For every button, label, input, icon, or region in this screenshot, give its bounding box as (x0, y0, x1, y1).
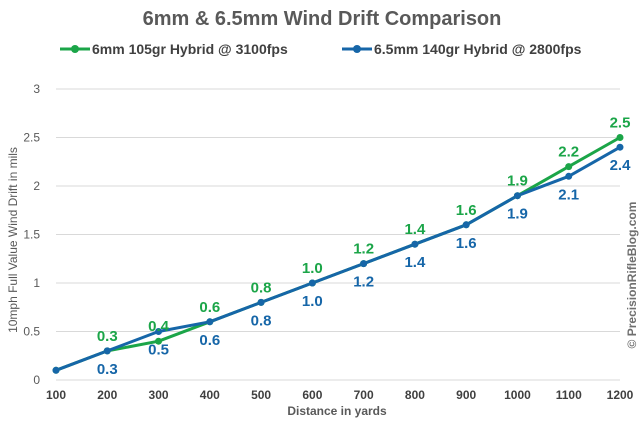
legend: 6mm 105gr Hybrid @ 3100fps 6.5mm 140gr H… (60, 41, 582, 57)
data-labels: 0.3 0.4 0.6 0.8 1.0 1.2 1.4 1.6 1.9 2.2 2.5 0.3 0.5 0… (97, 115, 631, 378)
x-tick-label: 200 (97, 388, 117, 402)
data-label: 2.1 (558, 186, 579, 203)
data-label: 1.2 (353, 241, 374, 258)
legend-label-6mm: 6mm 105gr Hybrid @ 3100fps (92, 41, 288, 57)
data-label: 0.3 (97, 361, 118, 378)
y-axis-title: 10mph Full Value Wind Drift in mils (6, 147, 20, 333)
data-label: 0.8 (251, 312, 272, 329)
x-tick-label: 100 (46, 388, 66, 402)
series-points (52, 134, 624, 374)
data-label: 1.4 (404, 221, 426, 238)
y-tick-label: 1.5 (23, 228, 40, 242)
data-point (206, 318, 214, 326)
legend-marker-6-5mm (353, 45, 361, 53)
watermark-text: © PrecisionRifleBlog.com (625, 202, 639, 349)
y-tick-label: 0.5 (23, 325, 40, 339)
data-label: 0.6 (199, 332, 220, 349)
data-label: 1.9 (507, 206, 528, 223)
series-line-1 (54, 145, 622, 372)
x-tick-label: 1200 (607, 388, 634, 402)
data-point (360, 260, 368, 268)
series-lines (54, 136, 622, 372)
x-tick-label: 1000 (504, 388, 531, 402)
x-tick-label: 900 (456, 388, 476, 402)
legend-label-6-5mm: 6.5mm 140gr Hybrid @ 2800fps (374, 41, 582, 57)
x-tick-label: 800 (405, 388, 425, 402)
x-tick-label: 400 (200, 388, 220, 402)
x-tick-label: 600 (302, 388, 322, 402)
x-tick-label: 500 (251, 388, 271, 402)
y-tick-label: 2 (33, 179, 40, 193)
y-tick-label: 1 (33, 276, 40, 290)
data-label: 1.4 (404, 254, 426, 271)
y-axis: 0 0.5 1 1.5 2 2.5 3 (23, 82, 40, 387)
x-tick-label: 700 (354, 388, 374, 402)
data-point (155, 337, 163, 345)
chart-title: 6mm & 6.5mm Wind Drift Comparison (143, 8, 502, 30)
gridlines (56, 88, 620, 381)
series-line-0 (54, 136, 622, 372)
y-tick-label: 0 (33, 373, 40, 387)
data-point (155, 328, 163, 335)
data-label: 0.3 (97, 328, 118, 345)
data-label: 2.4 (610, 157, 632, 174)
data-label: 2.2 (558, 144, 579, 161)
x-tick-label: 1100 (556, 388, 582, 402)
data-label: 0.5 (148, 342, 169, 359)
data-label: 2.5 (610, 115, 631, 132)
data-label: 1.0 (302, 293, 323, 310)
data-point (616, 134, 624, 141)
data-point (462, 221, 470, 229)
data-label: 1.2 (353, 274, 374, 291)
y-tick-label: 2.5 (23, 131, 40, 145)
y-tick-label: 3 (33, 82, 40, 96)
data-label: 0.6 (199, 299, 220, 316)
data-point (616, 143, 624, 151)
data-point (513, 192, 521, 200)
x-axis-title: Distance in yards (287, 404, 387, 418)
data-label: 0.8 (251, 279, 272, 296)
data-label: 0.4 (148, 318, 170, 335)
data-label: 1.6 (456, 202, 477, 219)
data-point (103, 347, 111, 355)
data-point (257, 298, 265, 306)
data-point (565, 172, 573, 180)
data-point (565, 163, 573, 171)
data-point (52, 366, 60, 374)
legend-marker-6mm (71, 45, 79, 53)
data-point (411, 240, 419, 248)
x-axis: 100 200 300 400 500 600 700 800 900 1000 1100 1200 (46, 388, 634, 402)
data-label: 1.6 (456, 235, 477, 252)
data-label: 1.9 (507, 173, 528, 190)
data-label: 1.0 (302, 260, 323, 277)
data-point (308, 279, 316, 287)
x-tick-label: 300 (149, 388, 169, 402)
